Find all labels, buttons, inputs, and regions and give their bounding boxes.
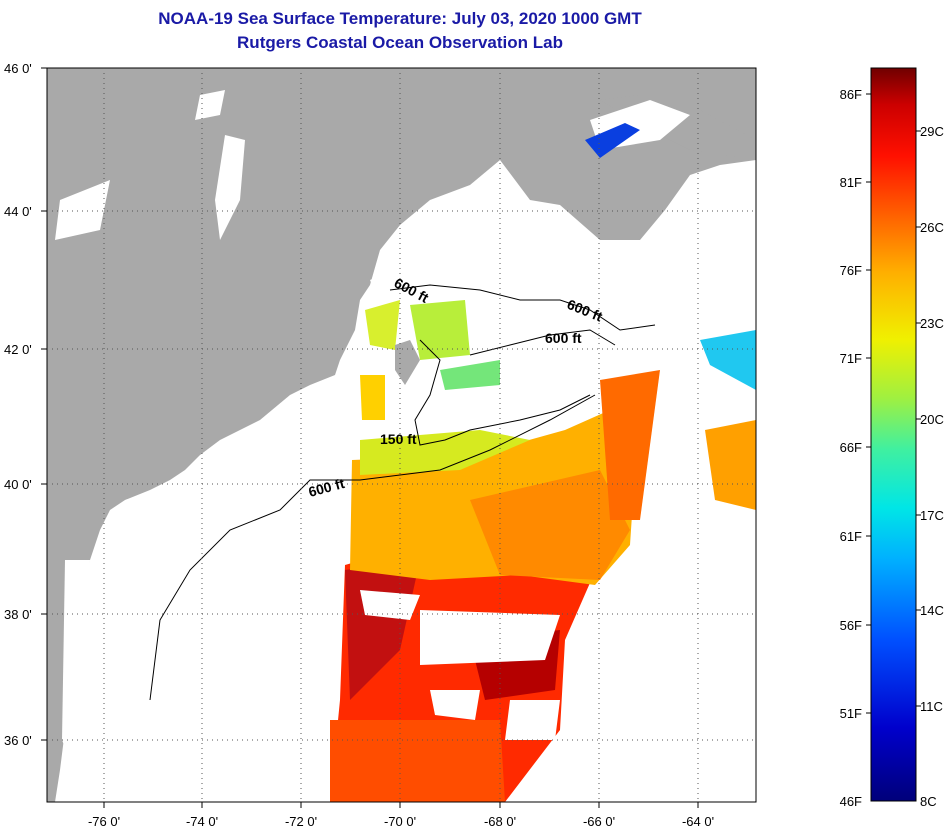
sst-patch-cool xyxy=(360,430,530,475)
sst-patch-mid xyxy=(705,420,756,510)
colorbar xyxy=(870,67,917,802)
colorbar-c-label: 17C xyxy=(920,508,944,523)
sst-patch-cool xyxy=(410,300,470,360)
sst-patch-mid xyxy=(470,470,630,580)
contour-600ft-south xyxy=(149,394,596,701)
lon-label: -72 0' xyxy=(285,814,317,829)
colorbar-c-label: 11C xyxy=(920,699,943,714)
color-scale: 86F 81F 76F 71F 66F 61F 56F 51F 46F 29C … xyxy=(840,67,944,809)
lon-label: -64 0' xyxy=(682,814,714,829)
sst-patch-cool xyxy=(440,360,500,390)
land-layer xyxy=(47,68,756,802)
colorbar-c-label: 29C xyxy=(920,124,944,139)
contour-label: 600 ft xyxy=(545,330,582,346)
lat-label: 42 0' xyxy=(4,342,32,357)
sst-patch-mid xyxy=(360,375,385,420)
colorbar-f-label: 61F xyxy=(840,529,862,544)
lon-label: -66 0' xyxy=(583,814,615,829)
depth-contours xyxy=(149,284,656,701)
graticule xyxy=(47,68,756,802)
lat-label: 40 0' xyxy=(4,477,32,492)
contour-600ft-north xyxy=(389,284,656,331)
axis-ticks xyxy=(41,67,699,808)
colorbar-f-label: 81F xyxy=(840,175,862,190)
contour-label: 150 ft xyxy=(380,431,417,447)
colorbar-c-label: 8C xyxy=(920,794,937,809)
colorbar-f-label: 66F xyxy=(840,440,862,455)
lon-label: -74 0' xyxy=(186,814,218,829)
contour-150ft xyxy=(414,339,591,446)
cape-cod xyxy=(395,340,420,385)
colorbar-f-label: 46F xyxy=(840,794,862,809)
colorbar-f-label: 71F xyxy=(840,351,862,366)
colorbar-c-label: 23C xyxy=(920,316,944,331)
map-subtitle: Rutgers Coastal Ocean Observation Lab xyxy=(237,33,563,52)
colorbar-f-label: 76F xyxy=(840,263,862,278)
colorbar-f-label: 51F xyxy=(840,706,862,721)
map-frame xyxy=(46,67,757,803)
sst-patch-cold xyxy=(700,330,756,390)
sst-patch-warm xyxy=(330,720,505,802)
colorbar-c-label: 20C xyxy=(920,412,944,427)
lat-label: 36 0' xyxy=(4,733,32,748)
sst-patch-cool xyxy=(365,300,400,350)
colorbar-c-label: 14C xyxy=(920,603,944,618)
contour-600ft-georges xyxy=(469,329,616,356)
mainland xyxy=(47,68,756,802)
lat-label: 44 0' xyxy=(4,204,32,219)
colorbar-f-label: 86F xyxy=(840,87,862,102)
lon-label: -68 0' xyxy=(484,814,516,829)
sst-patch-warm xyxy=(600,370,660,520)
colorbar-c-label: 26C xyxy=(920,220,944,235)
sst-data-layer xyxy=(330,125,756,802)
lon-label: -70 0' xyxy=(384,814,416,829)
map-title: NOAA-19 Sea Surface Temperature: July 03… xyxy=(158,9,642,28)
lon-label: -76 0' xyxy=(88,814,120,829)
colorbar-f-label: 56F xyxy=(840,618,862,633)
lat-label: 46 0' xyxy=(4,61,32,76)
lat-label: 38 0' xyxy=(4,607,32,622)
